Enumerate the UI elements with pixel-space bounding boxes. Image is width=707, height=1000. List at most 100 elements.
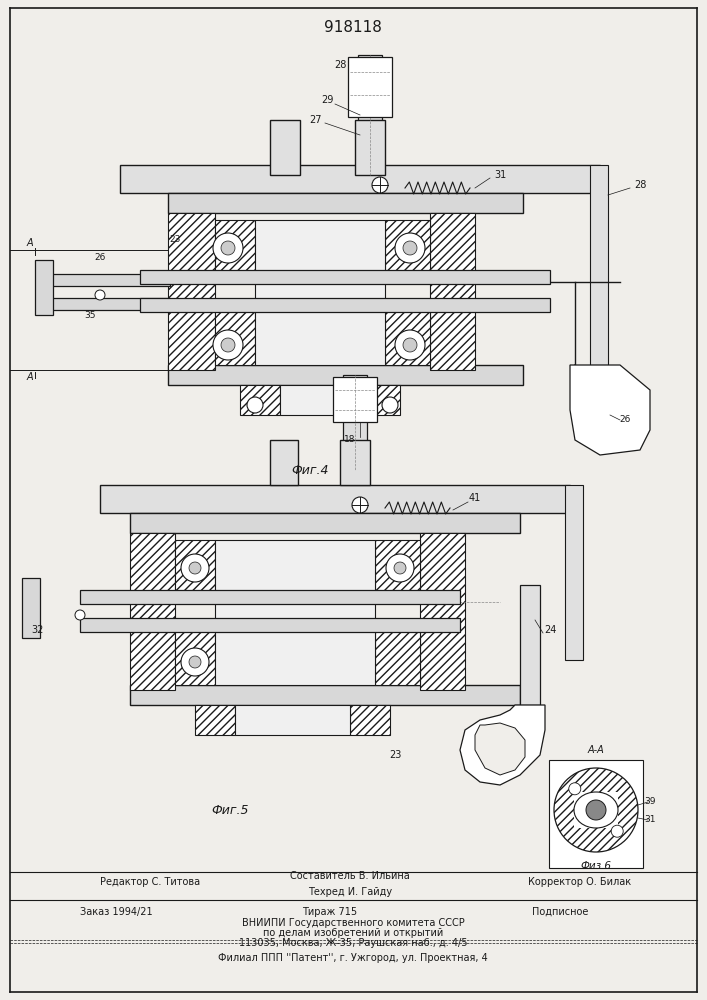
Bar	[270, 120, 300, 175]
Circle shape	[372, 177, 388, 193]
Text: 41: 41	[469, 493, 481, 503]
Bar	[50, 274, 170, 286]
Bar	[22, 578, 40, 638]
Text: по делам изобретений и открытий: по делам изобретений и открытий	[263, 928, 443, 938]
Ellipse shape	[574, 792, 618, 828]
Circle shape	[395, 233, 425, 263]
Polygon shape	[475, 723, 525, 775]
Bar	[168, 365, 523, 385]
Text: Редактор С. Титова: Редактор С. Титова	[100, 877, 200, 887]
Circle shape	[213, 330, 243, 360]
Polygon shape	[420, 533, 465, 690]
Text: 27: 27	[309, 115, 321, 125]
Polygon shape	[460, 705, 545, 785]
Circle shape	[181, 648, 209, 676]
Polygon shape	[375, 620, 420, 685]
Bar	[355, 120, 385, 175]
Bar	[130, 685, 520, 705]
Text: 32: 32	[31, 625, 43, 635]
Polygon shape	[195, 705, 235, 735]
Polygon shape	[215, 220, 255, 280]
Bar	[549, 760, 643, 868]
Circle shape	[382, 397, 398, 413]
Text: 26: 26	[94, 253, 105, 262]
Bar	[100, 485, 570, 513]
Text: 39: 39	[644, 798, 656, 806]
Text: 28: 28	[633, 180, 646, 190]
Text: Филиал ППП ''Патент'', г. Ужгород, ул. Проектная, 4: Филиал ППП ''Патент'', г. Ужгород, ул. П…	[218, 953, 488, 963]
Polygon shape	[168, 213, 215, 370]
Text: 35: 35	[84, 310, 95, 320]
Circle shape	[221, 241, 235, 255]
Circle shape	[95, 290, 105, 300]
Bar	[168, 193, 523, 213]
Circle shape	[403, 241, 417, 255]
Circle shape	[352, 497, 368, 513]
Polygon shape	[175, 620, 215, 685]
Polygon shape	[385, 300, 430, 365]
Bar	[255, 220, 385, 365]
Circle shape	[386, 554, 414, 582]
Circle shape	[213, 233, 243, 263]
Text: 31: 31	[644, 816, 656, 824]
Bar	[50, 298, 170, 310]
Bar	[358, 55, 382, 175]
Text: A: A	[27, 372, 33, 382]
Bar	[280, 385, 360, 415]
Bar	[140, 270, 550, 284]
Polygon shape	[360, 385, 400, 415]
Bar	[333, 377, 377, 422]
Text: Составитель В. Ильина: Составитель В. Ильина	[290, 871, 410, 881]
Text: 24: 24	[544, 625, 556, 635]
Circle shape	[189, 656, 201, 668]
Polygon shape	[175, 540, 215, 600]
Polygon shape	[215, 300, 255, 365]
Text: Заказ 1994/21: Заказ 1994/21	[80, 907, 153, 917]
Text: A: A	[27, 238, 33, 248]
Bar	[140, 298, 550, 312]
Polygon shape	[130, 533, 175, 690]
Circle shape	[75, 610, 85, 620]
Bar	[340, 440, 370, 485]
Circle shape	[403, 338, 417, 352]
Bar	[215, 540, 375, 685]
Text: Корректор О. Билак: Корректор О. Билак	[528, 877, 631, 887]
Polygon shape	[574, 792, 618, 828]
Bar	[235, 705, 350, 735]
Text: 28: 28	[334, 60, 346, 70]
Bar	[270, 440, 298, 485]
Text: 23: 23	[389, 750, 401, 760]
Bar	[565, 485, 583, 660]
Bar	[348, 57, 392, 117]
Bar	[35, 260, 53, 315]
Text: Тираж 715: Тираж 715	[303, 907, 358, 917]
Text: 31: 31	[494, 170, 506, 180]
Circle shape	[395, 330, 425, 360]
Circle shape	[554, 768, 638, 852]
Text: Фиг.5: Фиг.5	[211, 804, 249, 816]
Circle shape	[394, 562, 406, 574]
Circle shape	[612, 825, 623, 837]
Text: Фиг.4: Фиг.4	[291, 464, 329, 477]
Text: ВНИИПИ Государственного комитета СССР: ВНИИПИ Государственного комитета СССР	[242, 918, 464, 928]
Bar	[590, 165, 608, 365]
Text: 18: 18	[344, 436, 356, 444]
Text: Техред И. Гайду: Техред И. Гайду	[308, 887, 392, 897]
Circle shape	[181, 554, 209, 582]
Bar	[343, 375, 367, 455]
Bar	[120, 165, 600, 193]
Bar	[520, 585, 540, 705]
Polygon shape	[350, 705, 390, 735]
Polygon shape	[240, 385, 280, 415]
Circle shape	[569, 783, 580, 795]
Circle shape	[247, 397, 263, 413]
Text: Подписное: Подписное	[532, 907, 588, 917]
Polygon shape	[570, 365, 650, 455]
Bar	[130, 513, 520, 533]
Text: 23: 23	[169, 235, 181, 244]
Text: 26: 26	[619, 416, 631, 424]
Text: А-А: А-А	[588, 745, 604, 755]
Text: Физ.6: Физ.6	[580, 861, 612, 871]
Polygon shape	[430, 213, 475, 370]
Polygon shape	[375, 540, 420, 600]
